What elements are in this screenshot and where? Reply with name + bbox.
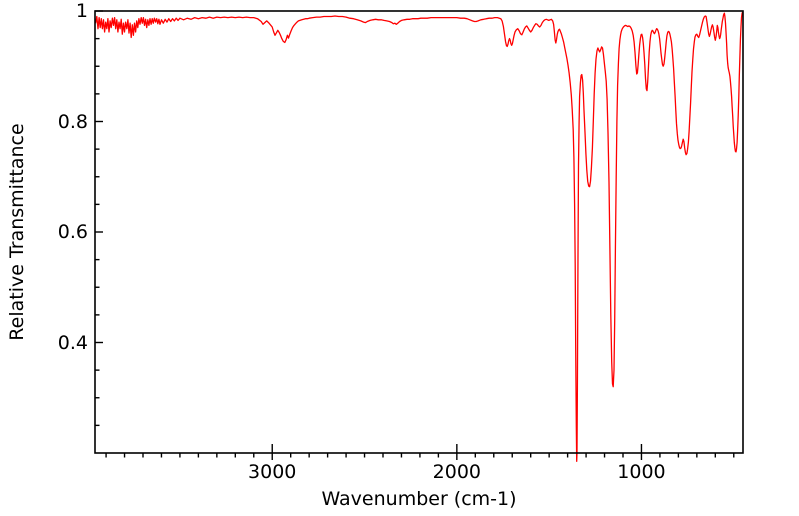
axis-ticks — [95, 10, 735, 460]
x-tick-label: 1000 — [617, 461, 666, 483]
y-tick-label: 0.6 — [57, 221, 88, 243]
spectrum-line — [94, 11, 744, 462]
y-tick-label: 0.8 — [57, 110, 88, 133]
x-tick-label: 3000 — [248, 461, 297, 483]
y-tick-label: 1 — [75, 0, 88, 22]
y-axis-label: Relative Transmittance — [6, 123, 28, 341]
y-tick-label: 0.4 — [57, 331, 88, 354]
x-tick-label: 2000 — [432, 461, 482, 483]
x-axis-label: Wavenumber (cm-1) — [321, 488, 517, 510]
plot-frame — [94, 10, 744, 454]
